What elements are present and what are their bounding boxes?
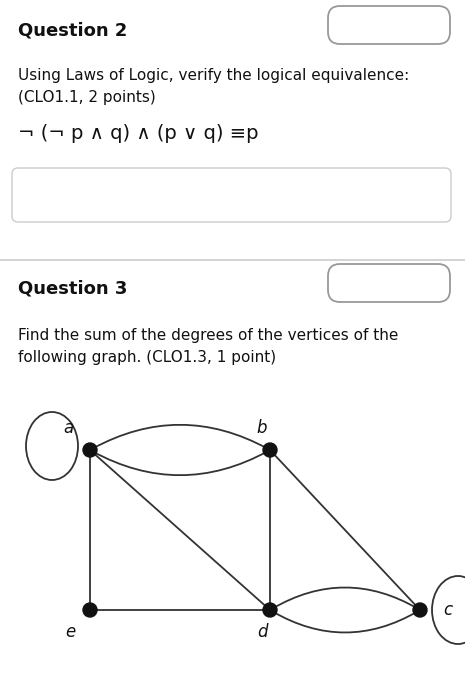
Text: ¬ (¬ p ∧ q) ∧ (p ∨ q) ≡p: ¬ (¬ p ∧ q) ∧ (p ∨ q) ≡p <box>18 124 259 143</box>
Text: b: b <box>257 419 267 437</box>
Text: Question 2: Question 2 <box>18 22 127 40</box>
Circle shape <box>263 603 277 617</box>
Text: d: d <box>257 623 267 641</box>
FancyBboxPatch shape <box>328 264 450 302</box>
Text: -- / 2: -- / 2 <box>371 24 407 39</box>
Text: (CLO1.1, 2 points): (CLO1.1, 2 points) <box>18 90 156 105</box>
Circle shape <box>263 443 277 457</box>
Text: Find the sum of the degrees of the vertices of the: Find the sum of the degrees of the verti… <box>18 328 399 343</box>
FancyBboxPatch shape <box>328 6 450 44</box>
Text: Type your answer: Type your answer <box>26 190 161 205</box>
Text: c: c <box>444 601 452 619</box>
Text: -- / 2: -- / 2 <box>371 282 407 297</box>
FancyBboxPatch shape <box>12 168 451 222</box>
Text: Using Laws of Logic, verify the logical equivalence:: Using Laws of Logic, verify the logical … <box>18 68 409 83</box>
Circle shape <box>413 603 427 617</box>
Text: Question 3: Question 3 <box>18 280 127 298</box>
Text: a: a <box>63 419 73 437</box>
Text: following graph. (CLO1.3, 1 point): following graph. (CLO1.3, 1 point) <box>18 350 276 365</box>
Text: e: e <box>65 623 75 641</box>
Circle shape <box>83 603 97 617</box>
Circle shape <box>83 443 97 457</box>
